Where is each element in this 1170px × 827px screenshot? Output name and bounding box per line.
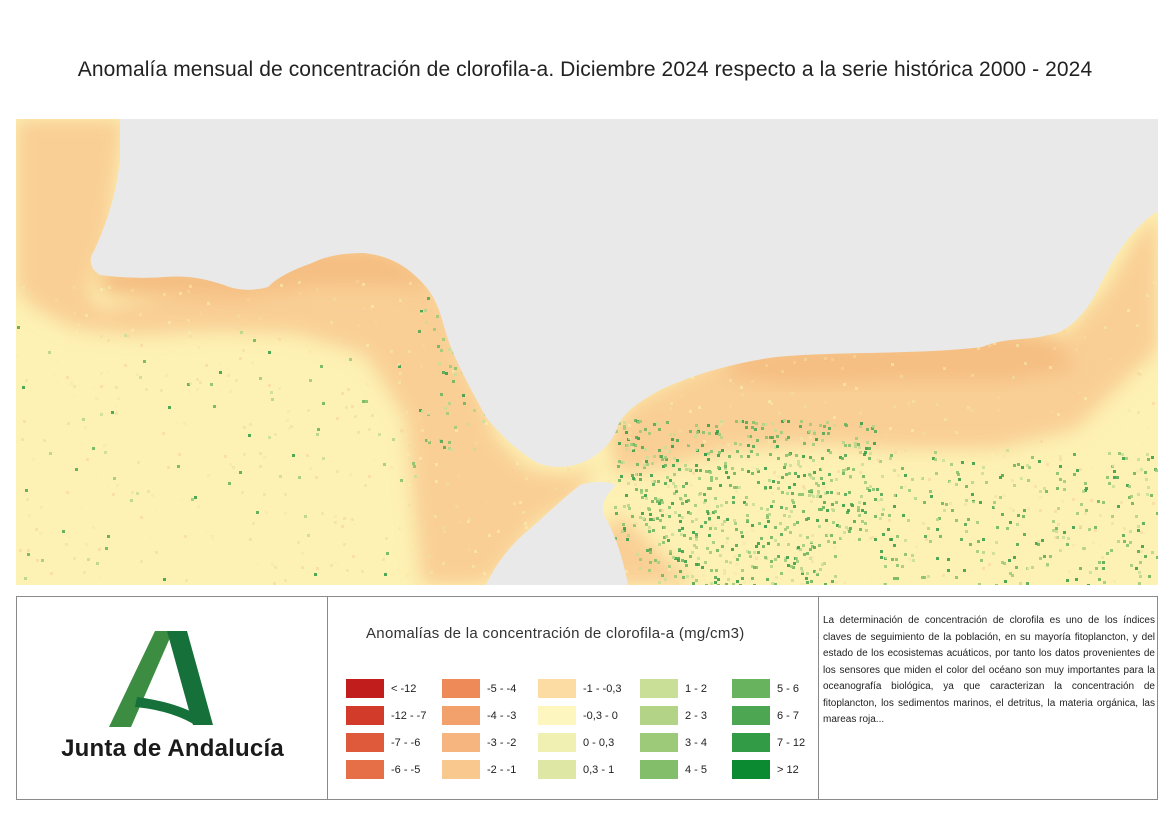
- legend-swatch: [538, 706, 576, 725]
- legend-label: 0,3 - 1: [583, 763, 615, 776]
- legend-swatch: [346, 679, 384, 698]
- legend-swatch: [732, 733, 770, 752]
- positive-anomaly-patches: [17, 290, 1158, 585]
- legend-column-2: -5 - -4 -4 - -3 -3 - -2 -2 - -1: [442, 679, 540, 787]
- legend-label: -2 - -1: [487, 763, 517, 776]
- legend-swatch: [346, 733, 384, 752]
- legend-swatch: [346, 706, 384, 725]
- legend-label: -0,3 - 0: [583, 709, 618, 722]
- legend-item: < -12: [346, 679, 444, 698]
- legend-label: 1 - 2: [685, 682, 708, 695]
- chlorophyll-anomaly-map[interactable]: [16, 119, 1158, 585]
- legend-item: > 12: [732, 760, 830, 779]
- legend-item: -4 - -3: [442, 706, 540, 725]
- legend-swatch: [640, 679, 678, 698]
- legend-item: 1 - 2: [640, 679, 738, 698]
- legend-swatch: [442, 760, 480, 779]
- legend-swatch: [732, 706, 770, 725]
- legend-label: > 12: [777, 763, 799, 776]
- legend-label: 2 - 3: [685, 709, 708, 722]
- legend-swatch: [442, 733, 480, 752]
- legend-label: -6 - -5: [391, 763, 421, 776]
- legend-label: 7 - 12: [777, 736, 806, 749]
- land-north-africa: [486, 482, 628, 585]
- legend-swatch: [732, 679, 770, 698]
- legend-swatch: [640, 706, 678, 725]
- legend-label: 3 - 4: [685, 736, 708, 749]
- legend-label: -4 - -3: [487, 709, 517, 722]
- logo-wordmark: Junta de Andalucía: [61, 735, 284, 762]
- legend-item: -2 - -1: [442, 760, 540, 779]
- legend-item: 2 - 3: [640, 706, 738, 725]
- legend-swatch: [442, 706, 480, 725]
- legend-swatch: [732, 760, 770, 779]
- legend-item: 6 - 7: [732, 706, 830, 725]
- legend-item: 0 - 0,3: [538, 733, 636, 752]
- legend-swatch: [538, 733, 576, 752]
- legend-column-5: 5 - 6 6 - 7 7 - 12 > 12: [732, 679, 830, 787]
- legend-label: -5 - -4: [487, 682, 517, 695]
- legend-label: 4 - 5: [685, 763, 708, 776]
- legend-label: < -12: [391, 682, 417, 695]
- legend-label: -12 - -7: [391, 709, 427, 722]
- legend: Anomalías de la concentración de clorofi…: [328, 597, 819, 799]
- legend-label: 6 - 7: [777, 709, 800, 722]
- legend-label: 5 - 6: [777, 682, 800, 695]
- legend-label: -3 - -2: [487, 736, 517, 749]
- legend-item: 4 - 5: [640, 760, 738, 779]
- legend-item: -0,3 - 0: [538, 706, 636, 725]
- legend-swatch: [442, 679, 480, 698]
- legend-item: 5 - 6: [732, 679, 830, 698]
- info-panel: Junta de Andalucía Anomalías de la conce…: [16, 596, 1158, 800]
- map-canvas: [16, 119, 1158, 585]
- legend-swatch: [538, 760, 576, 779]
- land-iberian-peninsula: [90, 119, 1158, 467]
- legend-item: -12 - -7: [346, 706, 444, 725]
- legend-item: 3 - 4: [640, 733, 738, 752]
- legend-swatch: [346, 760, 384, 779]
- logo-box: Junta de Andalucía: [17, 597, 328, 799]
- legend-swatch: [640, 760, 678, 779]
- legend-item: -6 - -5: [346, 760, 444, 779]
- description-text: La determinación de concentración de clo…: [823, 615, 1155, 725]
- legend-item: -5 - -4: [442, 679, 540, 698]
- legend-label: -1 - -0,3: [583, 682, 622, 695]
- legend-item: 0,3 - 1: [538, 760, 636, 779]
- legend-column-1: < -12 -12 - -7 -7 - -6 -6 - -5: [346, 679, 444, 787]
- legend-title: Anomalías de la concentración de clorofi…: [366, 625, 745, 642]
- legend-label: 0 - 0,3: [583, 736, 615, 749]
- legend-item: 7 - 12: [732, 733, 830, 752]
- legend-item: -3 - -2: [442, 733, 540, 752]
- legend-column-3: -1 - -0,3 -0,3 - 0 0 - 0,3 0,3 - 1: [538, 679, 636, 787]
- legend-label: -7 - -6: [391, 736, 421, 749]
- legend-swatch: [538, 679, 576, 698]
- legend-item: -7 - -6: [346, 733, 444, 752]
- legend-column-4: 1 - 2 2 - 3 3 - 4 4 - 5: [640, 679, 738, 787]
- junta-de-andalucia-logo-icon: [109, 631, 213, 727]
- legend-item: -1 - -0,3: [538, 679, 636, 698]
- map-title: Anomalía mensual de concentración de clo…: [77, 58, 1093, 81]
- legend-swatch: [640, 733, 678, 752]
